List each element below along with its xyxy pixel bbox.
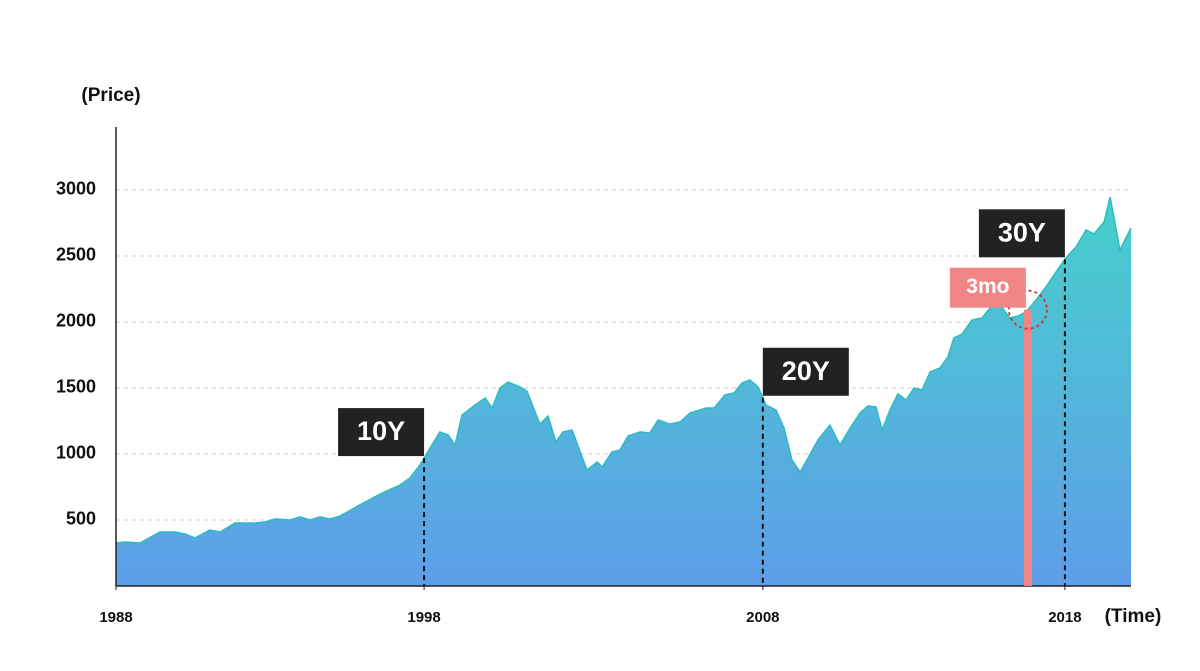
y-tick-label: 1000 [56,443,96,463]
x-tick-label: 1998 [407,609,440,626]
area-line [115,196,1132,544]
marker-box [762,347,849,396]
x-tick-label: 2018 [1048,609,1081,626]
highlight-box [949,267,1026,308]
highlight-bar [1023,309,1032,586]
x-axis-label: (Time) [1105,606,1162,627]
marker-label: 20Y [782,356,830,386]
marker-box [338,408,425,457]
x-tick-label: 1988 [99,609,132,626]
marker-box [978,209,1065,258]
marker-label: 10Y [357,416,405,446]
area [116,196,1131,586]
highlight-label: 3mo [966,275,1009,298]
y-tick-label: 500 [66,509,96,529]
y-axis-label: (Price) [81,85,140,106]
marker-label: 30Y [998,217,1046,247]
highlight-circle [1007,289,1048,330]
y-tick-label: 2000 [56,311,96,331]
y-tick-label: 1500 [56,377,96,397]
y-tick-label: 2500 [56,245,96,265]
y-tick-label: 3000 [56,179,96,199]
x-tick-label: 2008 [746,609,779,626]
